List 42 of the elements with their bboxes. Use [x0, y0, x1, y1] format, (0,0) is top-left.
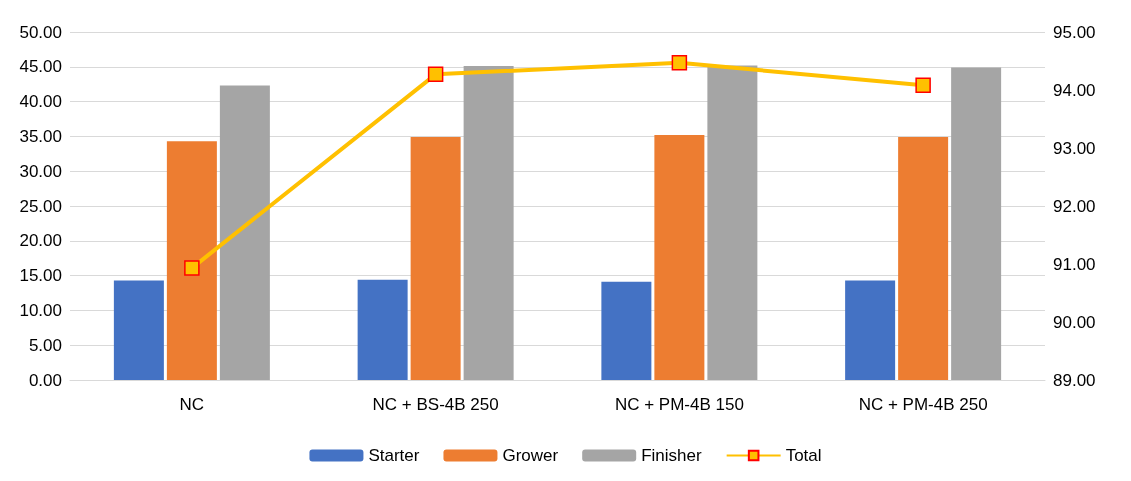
point: [671, 54, 688, 71]
y-tick-label: 10.00: [19, 300, 62, 320]
y-tick-label: 5.00: [28, 335, 62, 355]
x-tick-label: NC: [179, 395, 205, 414]
legend-label: Starter: [368, 446, 420, 465]
y2-tick-label: 94.00: [1053, 80, 1096, 100]
bar: [845, 280, 896, 380]
y-tick-label: 15.00: [19, 266, 62, 286]
bar: [898, 137, 949, 380]
point: [915, 77, 931, 94]
point: [427, 66, 444, 83]
y-tick-label: 0.00: [28, 370, 62, 390]
bar: [166, 141, 217, 380]
y-tick-label: 40.00: [19, 92, 62, 112]
y2-tick-label: 91.00: [1053, 254, 1096, 274]
bar: [357, 279, 408, 380]
bar: [219, 85, 270, 380]
y-tick-label: 30.00: [19, 161, 62, 181]
y2-tick-label: 95.00: [1053, 22, 1096, 42]
legend-label: Grower: [502, 446, 559, 465]
x-tick-label: NC + PM-4B 250: [858, 395, 988, 414]
y2-tick-label: 93.00: [1053, 138, 1096, 158]
bar: [601, 281, 652, 380]
bar: [707, 65, 758, 380]
y2-tick-label: 90.00: [1053, 312, 1096, 332]
y-tick-label: 45.00: [19, 57, 62, 77]
y-tick-label: 25.00: [19, 196, 62, 216]
bar: [951, 67, 1002, 380]
bar: [410, 137, 461, 380]
x-tick-label: NC + BS-4B 250: [372, 395, 499, 414]
legend-label: Total: [785, 446, 822, 465]
bar: [463, 66, 514, 380]
point: [184, 260, 200, 276]
y-tick-label: 35.00: [19, 126, 62, 146]
legend-label: Finisher: [641, 446, 702, 465]
y-tick-label: 20.00: [19, 231, 62, 251]
y2-tick-label: 92.00: [1053, 196, 1096, 216]
y2-tick-label: 89.00: [1053, 370, 1096, 390]
x-tick-label: NC + PM-4B 150: [614, 395, 744, 414]
y-tick-label: 50.00: [19, 22, 62, 42]
bar: [113, 280, 164, 380]
bar: [654, 135, 705, 380]
